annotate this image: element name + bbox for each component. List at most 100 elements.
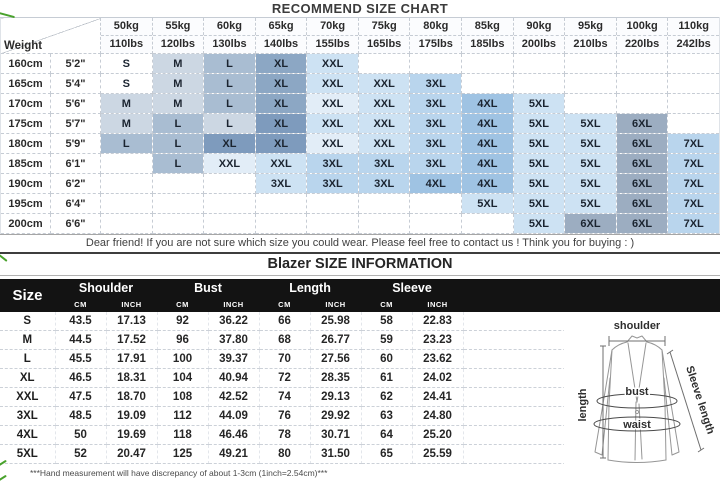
size-cell-L: L [203, 93, 256, 114]
size-label-cell: XXL [0, 387, 56, 407]
height-cm-cell: 165cm [0, 73, 51, 94]
group-header-shoulder: Shoulder [55, 279, 158, 297]
size-cell-XXL: XXL [306, 93, 359, 114]
unit-header-inch: INCH [412, 297, 464, 312]
size-cell-L: L [203, 113, 256, 134]
measurement-value-cell: 70 [259, 349, 311, 369]
group-header-length: Length [259, 279, 362, 297]
weight-kg-label: 75kg [358, 18, 409, 36]
empty-cell [667, 93, 720, 114]
size-cell-4XL: 4XL [461, 133, 514, 154]
measurement-value-cell: 47.5 [55, 387, 107, 407]
height-row-180cm: 180cm 5'9" L L XL XL XXL XXL 3XL 4XL 5XL 5XL 6XL 7XL [0, 133, 720, 154]
weight-kg-label: 55kg [152, 18, 203, 36]
empty-cell [564, 93, 617, 114]
measurement-value-cell: 66 [259, 312, 311, 331]
measurement-value-cell: 50 [55, 425, 107, 445]
size-cell-4XL: 4XL [409, 173, 463, 194]
friendly-note: Dear friend! If you are not sure which s… [0, 234, 720, 254]
measurement-value-cell: 46.46 [208, 425, 260, 445]
size-cell-5XL: 5XL [564, 193, 617, 214]
size-cell-4XL: 4XL [461, 153, 514, 174]
size-cell-5XL: 5XL [513, 173, 566, 194]
empty-cell [513, 53, 566, 74]
measurement-footnote: ***Hand measurement will have discrepanc… [30, 468, 328, 478]
empty-cell [255, 193, 308, 214]
measurement-value-cell: 46.5 [55, 368, 107, 388]
height-ft-cell: 5'4" [50, 73, 101, 94]
empty-cell [667, 53, 720, 74]
size-cell-5XL: 5XL [461, 193, 514, 214]
size-cell-XL: XL [255, 73, 308, 94]
measurement-value-cell: 25.59 [412, 444, 464, 464]
size-cell-7XL: 7XL [667, 173, 720, 194]
weight-kg-label: 95kg [565, 18, 616, 36]
weight-lbs-label: 155lbs [315, 38, 350, 50]
empty-cell [100, 213, 153, 234]
empty-cell [358, 193, 411, 214]
weight-column-header-85kg: 85kg 185lbs [461, 17, 514, 54]
size-cell-5XL: 5XL [513, 213, 566, 234]
size-cell-XL: XL [255, 113, 308, 134]
size-cell-7XL: 7XL [667, 133, 720, 154]
unit-header-row: CM INCH CM INCH CM INCH CM INCH [0, 297, 720, 312]
measurement-value-cell: 24.02 [412, 368, 464, 388]
size-info-zone: Size Shoulder Bust Length Sleeve CM INCH C… [0, 279, 720, 481]
measurement-value-cell: 42.52 [208, 387, 260, 407]
weight-lbs-label: 175lbs [418, 38, 453, 50]
size-cell-M: M [100, 113, 153, 134]
size-cell-5XL: 5XL [564, 153, 617, 174]
weight-kg-label: 80kg [410, 18, 461, 36]
size-label-cell: 3XL [0, 406, 56, 426]
size-cell-3XL: 3XL [409, 113, 463, 134]
measurement-value-cell: 125 [157, 444, 209, 464]
weight-kg-label: 90kg [513, 18, 564, 36]
size-cell-3XL: 3XL [306, 173, 359, 194]
weight-column-header-80kg: 80kg 175lbs [409, 17, 463, 54]
weight-lbs-label: 165lbs [367, 38, 402, 50]
measurement-value-cell: 108 [157, 387, 209, 407]
size-cell-6XL: 6XL [616, 153, 669, 174]
size-cell-3XL: 3XL [409, 73, 463, 94]
measurement-value-cell: 17.52 [106, 330, 158, 350]
size-cell-L: L [100, 133, 153, 154]
size-cell-5XL: 5XL [513, 133, 566, 154]
size-cell-3XL: 3XL [358, 173, 411, 194]
height-row-195cm: 195cm 6'4" 5XL 5XL 5XL 6XL 7XL [0, 193, 720, 214]
recommend-chart-title: RECOMMEND SIZE CHART [271, 1, 449, 16]
girth-ellipses [593, 393, 681, 432]
weight-lbs-label: 185lbs [470, 38, 505, 50]
empty-cell [152, 193, 205, 214]
empty-cell [667, 113, 720, 134]
size-header: Size [0, 279, 55, 312]
measurement-value-cell: 20.47 [106, 444, 158, 464]
empty-cell [203, 173, 256, 194]
size-cell-S: S [100, 73, 153, 94]
size-cell-XXL: XXL [203, 153, 256, 174]
size-label-cell: M [0, 330, 56, 350]
size-cell-3XL: 3XL [409, 153, 463, 174]
size-cell-5XL: 5XL [564, 113, 617, 134]
measurement-value-cell: 63 [361, 406, 413, 426]
shoulder-label: shoulder [614, 320, 661, 332]
height-row-200cm: 200cm 6'6" 5XL 6XL 6XL 7XL [0, 213, 720, 234]
size-cell-4XL: 4XL [461, 113, 514, 134]
measurement-value-cell: 17.13 [106, 312, 158, 331]
measurement-value-cell: 44.5 [55, 330, 107, 350]
empty-cell [564, 53, 617, 74]
height-row-185cm: 185cm 6'1" L XXL XXL 3XL 3XL 3XL 4XL 5XL 5XL 6XL 7XL [0, 153, 720, 174]
bust-ellipse [596, 393, 678, 409]
height-cm-cell: 170cm [0, 93, 51, 114]
measurement-value-cell: 72 [259, 368, 311, 388]
measurement-value-cell: 29.13 [310, 387, 362, 407]
unit-header-cm: CM [157, 297, 209, 312]
size-cell-6XL: 6XL [564, 213, 617, 234]
size-cell-XL: XL [255, 93, 308, 114]
measurement-value-cell: 24.41 [412, 387, 464, 407]
size-cell-3XL: 3XL [306, 153, 359, 174]
weight-label: Weight [4, 40, 43, 52]
measurement-value-cell: 100 [157, 349, 209, 369]
measurement-value-cell: 74 [259, 387, 311, 407]
measurement-value-cell: 78 [259, 425, 311, 445]
measurement-value-cell: 80 [259, 444, 311, 464]
